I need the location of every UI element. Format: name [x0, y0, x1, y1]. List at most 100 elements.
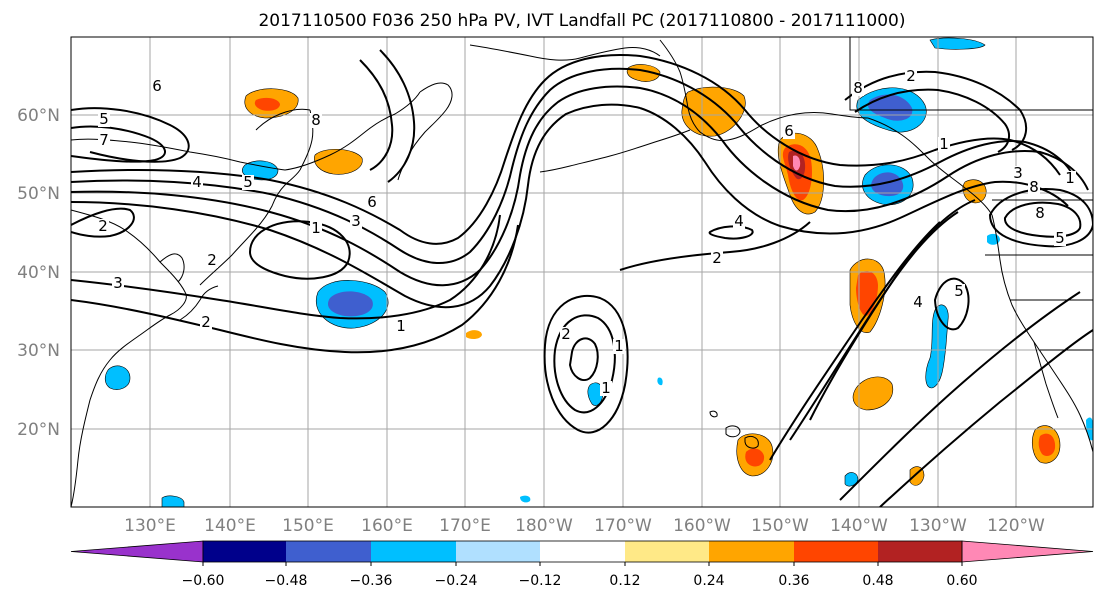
- contour-nw-outer: [71, 214, 501, 320]
- contour-label: 1: [396, 317, 406, 335]
- neg-anomaly-philippines: [104, 365, 131, 390]
- colorbar-tick-label: −0.48: [265, 573, 308, 589]
- contour-label-bg: [938, 137, 950, 152]
- contour-jet-1: [71, 54, 1061, 245]
- contour-label-bg: [395, 319, 407, 334]
- contour-label: 4: [192, 173, 202, 191]
- contour-label-bg: [783, 124, 795, 139]
- contour-jet-4: [71, 103, 641, 309]
- contour-label: 2: [561, 325, 571, 343]
- graticule: [71, 37, 1093, 507]
- lon-tick-label: 160°E: [361, 516, 413, 536]
- contour-label: 3: [1013, 164, 1023, 182]
- contour-alaska-loop: [844, 70, 1028, 151]
- lon-tick-label: 150°E: [282, 516, 334, 536]
- colorbar-tick-label: 0.48: [862, 573, 893, 589]
- contour-nw-outer-2: [71, 224, 519, 354]
- colorbar-tick-labels: −0.60 −0.48 −0.36 −0.24 −0.12 0.12 0.24 0.36 0.4…: [182, 562, 978, 589]
- contour-alaska-loop-2: [854, 88, 1011, 153]
- contour-cutoff-inner: [568, 337, 599, 382]
- contour-label-bg: [953, 284, 965, 299]
- colorbar-bin: [878, 541, 962, 562]
- colorbar-bin: [371, 541, 456, 562]
- contour-trough-a: [639, 107, 1069, 235]
- contour-label-bg: [560, 327, 572, 342]
- coast-hawaii-3: [744, 435, 759, 449]
- lat-tick-label: 30°N: [17, 341, 60, 361]
- contour-trough-s-2: [789, 211, 959, 441]
- contour-label: 8: [1029, 178, 1039, 196]
- neg-anomaly-east-pacific: [925, 304, 949, 389]
- neg-anomaly-small-s: [520, 495, 531, 503]
- lon-tick-label: 130°W: [909, 516, 967, 536]
- coast-canada-border: [849, 37, 1093, 111]
- lon-tick-label: 140°E: [204, 516, 256, 536]
- contour-label: 2: [98, 217, 108, 235]
- contour-label: 2: [906, 67, 916, 85]
- neg-anomaly-nw-pacific-core: [327, 291, 373, 317]
- coast-bc: [867, 117, 993, 216]
- contour-far-west-3: [71, 207, 135, 238]
- contour-label-bg: [350, 214, 362, 229]
- contour-label: 1: [601, 379, 611, 397]
- pos-anomaly-baja-core: [1038, 433, 1056, 456]
- contour-label: 8: [1035, 204, 1045, 222]
- contour-east-pac-2: [708, 225, 754, 240]
- contour-label-bg: [852, 81, 864, 96]
- contour-mid-high-2: [379, 49, 416, 183]
- contour-label: 6: [152, 77, 162, 95]
- lon-tick-labels: 130°E 140°E 150°E 160°E 170°E 180°W 170°W 160°W…: [124, 516, 1045, 536]
- lon-tick-label: 170°E: [439, 516, 491, 536]
- lat-tick-label: 20°N: [17, 420, 60, 440]
- contour-label-bg: [733, 214, 745, 229]
- coast-siberia: [71, 91, 421, 171]
- contour-label: 4: [913, 293, 923, 311]
- contour-label: 6: [784, 122, 794, 140]
- colorbar-bin: [540, 541, 625, 562]
- lat-tick-label: 60°N: [17, 106, 60, 126]
- colorbar-frame: [202, 540, 963, 563]
- contour-label-bg: [98, 112, 110, 127]
- colorbar: [70, 540, 1094, 563]
- pos-anomaly-gulf-alaska-peak: [793, 155, 801, 171]
- contour-far-west-2: [71, 125, 166, 163]
- contour-label: 5: [954, 282, 964, 300]
- contour-label: 2: [201, 313, 211, 331]
- coast-japan-south: [179, 285, 219, 321]
- contour-label-bg: [1012, 166, 1024, 181]
- contour-nw-low: [248, 220, 351, 280]
- contour-trough-s-4: [839, 291, 1081, 501]
- lon-tick-label: 140°W: [830, 516, 888, 536]
- contour-label: 8: [311, 111, 321, 129]
- map-frame: [70, 36, 1094, 508]
- contour-5-ring: [933, 277, 970, 331]
- contour-label-bg: [242, 175, 254, 190]
- contour-label-bg: [206, 253, 218, 268]
- lon-tick-label: 170°W: [594, 516, 652, 536]
- contour-trough-s-5: [879, 329, 1093, 507]
- contour-label: 6: [367, 193, 377, 211]
- contour-label: 7: [99, 131, 109, 149]
- contour-label: 1: [614, 337, 624, 355]
- contour-label-bg: [97, 219, 109, 234]
- contour-label-bg: [200, 315, 212, 330]
- lat-tick-labels: 20°N 30°N 40°N 50°N 60°N: [17, 106, 60, 440]
- shading-layer: [104, 37, 1093, 507]
- colorbar-bin: [286, 541, 371, 562]
- colorbar-tick-label: −0.12: [519, 573, 562, 589]
- contour-label-bg: [613, 339, 625, 354]
- neg-anomaly-alaska-gulf-core: [867, 94, 913, 121]
- contour-label-bg: [191, 175, 203, 190]
- colorbar-extend-max: [961, 540, 1094, 563]
- contour-cutoff-2: [543, 294, 629, 434]
- contour-mid-high: [359, 59, 394, 171]
- contour-label: 2: [712, 249, 722, 267]
- figure-title: 2017110500 F036 250 hPa PV, IVT Landfall…: [258, 11, 905, 31]
- contour-label: 5: [99, 110, 109, 128]
- contour-label: 5: [243, 173, 253, 191]
- contour-label-bg: [366, 195, 378, 210]
- pos-anomaly-subtropics: [852, 376, 894, 411]
- coast-chukotka: [469, 44, 661, 61]
- contour-label: 2: [207, 251, 217, 269]
